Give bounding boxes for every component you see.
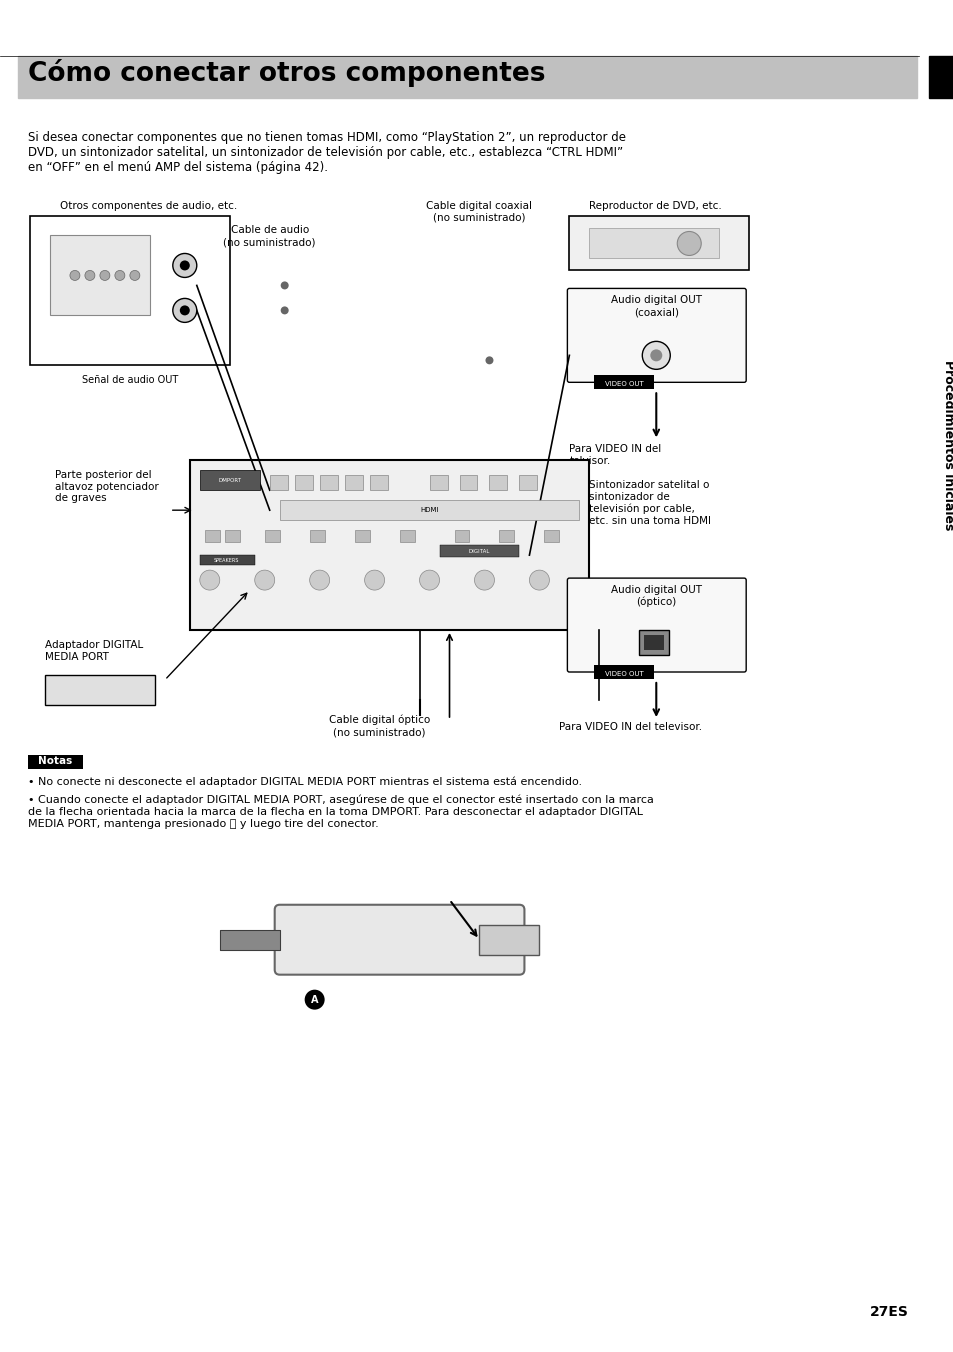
Bar	[294, 475, 313, 491]
Text: VIDEO OUT: VIDEO OUT	[604, 381, 643, 387]
Text: Cable de audio
(no suministrado): Cable de audio (no suministrado)	[223, 226, 315, 247]
Text: 27ES: 27ES	[869, 1305, 908, 1320]
Circle shape	[199, 571, 219, 589]
Bar	[479, 925, 538, 955]
Circle shape	[114, 270, 125, 280]
Circle shape	[310, 571, 330, 589]
Circle shape	[172, 253, 196, 277]
Bar	[50, 235, 150, 315]
Text: Audio digital OUT
(coaxial): Audio digital OUT (coaxial)	[610, 296, 701, 316]
Text: Cable digital coaxial
(no suministrado): Cable digital coaxial (no suministrado)	[426, 200, 532, 222]
Circle shape	[280, 281, 289, 289]
Text: Cómo conectar otros componentes: Cómo conectar otros componentes	[28, 58, 545, 87]
Text: Para VIDEO IN del
telvisor.: Para VIDEO IN del telvisor.	[569, 445, 661, 466]
Bar	[399, 530, 415, 542]
Text: Adaptador DIGITAL
MEDIA PORT: Adaptador DIGITAL MEDIA PORT	[45, 639, 143, 661]
Bar	[45, 675, 154, 704]
Bar	[923, 1, 952, 1351]
Circle shape	[100, 270, 110, 280]
Bar	[279, 500, 578, 521]
Bar	[319, 475, 337, 491]
Bar	[499, 530, 514, 542]
Bar	[459, 475, 477, 491]
Bar	[518, 475, 537, 491]
Bar	[199, 556, 254, 565]
Bar	[639, 630, 669, 654]
Bar	[369, 475, 387, 491]
Circle shape	[364, 571, 384, 589]
Circle shape	[419, 571, 439, 589]
Bar	[544, 530, 558, 542]
Bar	[429, 475, 447, 491]
Text: DMPORT: DMPORT	[218, 477, 241, 483]
Circle shape	[85, 270, 94, 280]
Text: A: A	[311, 995, 318, 1005]
Text: Cable digital óptico
(no suministrado): Cable digital óptico (no suministrado)	[329, 715, 430, 737]
Circle shape	[485, 357, 493, 364]
Circle shape	[280, 307, 289, 315]
Bar	[310, 530, 324, 542]
Bar	[569, 215, 748, 270]
Text: SPEAKERS: SPEAKERS	[213, 557, 239, 562]
Text: Otros componentes de audio, etc.: Otros componentes de audio, etc.	[60, 200, 237, 211]
Bar	[219, 930, 279, 949]
FancyBboxPatch shape	[567, 579, 745, 672]
Text: • Cuando conecte el adaptador DIGITAL MEDIA PORT, asegúrese de que el conector e: • Cuando conecte el adaptador DIGITAL ME…	[28, 795, 653, 829]
Circle shape	[641, 341, 670, 369]
Text: Audio digital OUT
(óptico): Audio digital OUT (óptico)	[610, 585, 701, 607]
Circle shape	[650, 349, 661, 361]
FancyBboxPatch shape	[274, 904, 524, 975]
Text: Para VIDEO IN del televisor.: Para VIDEO IN del televisor.	[558, 722, 701, 731]
Text: Procedimientos iniciales: Procedimientos iniciales	[942, 361, 953, 531]
Circle shape	[130, 270, 140, 280]
Circle shape	[529, 571, 549, 589]
Bar	[264, 530, 279, 542]
Bar	[219, 930, 279, 949]
Bar	[439, 545, 518, 557]
Bar	[454, 530, 469, 542]
Text: Notas: Notas	[38, 756, 72, 765]
Bar	[344, 475, 362, 491]
Bar	[18, 55, 916, 97]
Circle shape	[179, 261, 190, 270]
Text: Señal de audio OUT: Señal de audio OUT	[82, 376, 178, 385]
Circle shape	[179, 306, 190, 315]
Text: Sintonizador satelital o
sintonizador de
televisión por cable,
etc. sin una toma: Sintonizador satelital o sintonizador de…	[589, 480, 711, 526]
Text: DIGITAL: DIGITAL	[468, 549, 490, 553]
Bar	[594, 376, 654, 389]
Circle shape	[677, 231, 700, 256]
Bar	[643, 635, 663, 650]
Text: • No conecte ni desconecte el adaptador DIGITAL MEDIA PORT mientras el sistema e: • No conecte ni desconecte el adaptador …	[28, 777, 581, 787]
Text: Si desea conectar componentes que no tienen tomas HDMI, como “PlayStation 2”, un: Si desea conectar componentes que no tie…	[28, 131, 625, 173]
Bar	[594, 665, 654, 679]
Text: VIDEO OUT: VIDEO OUT	[604, 671, 643, 677]
Bar	[199, 470, 259, 491]
Bar	[928, 55, 952, 97]
Bar	[28, 754, 83, 769]
Bar	[270, 475, 288, 491]
Bar	[489, 475, 507, 491]
Circle shape	[254, 571, 274, 589]
FancyBboxPatch shape	[567, 288, 745, 383]
Circle shape	[304, 990, 324, 1010]
Bar	[225, 530, 239, 542]
Circle shape	[474, 571, 494, 589]
Text: HDMI: HDMI	[420, 507, 438, 514]
Text: Parte posterior del
altavoz potenciador
de graves: Parte posterior del altavoz potenciador …	[55, 470, 158, 503]
Bar	[205, 530, 219, 542]
Circle shape	[70, 270, 80, 280]
Text: Reproductor de DVD, etc.: Reproductor de DVD, etc.	[589, 200, 721, 211]
Bar	[918, 100, 952, 380]
Bar	[589, 228, 719, 258]
Circle shape	[172, 299, 196, 322]
Bar	[190, 460, 589, 630]
Bar	[30, 215, 230, 365]
Bar	[355, 530, 369, 542]
